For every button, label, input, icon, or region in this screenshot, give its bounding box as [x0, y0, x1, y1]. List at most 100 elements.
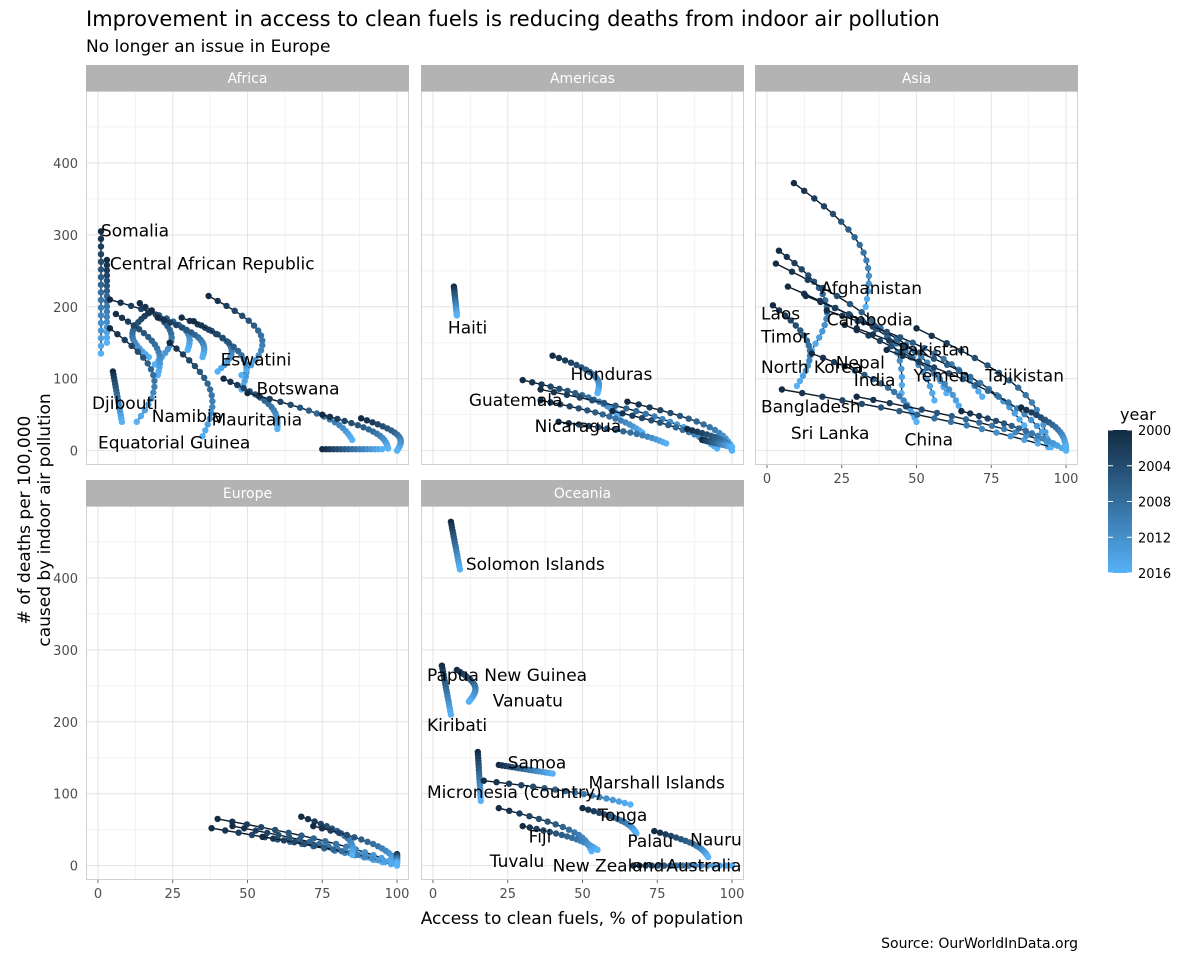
year-point — [103, 339, 111, 346]
year-point — [537, 386, 544, 393]
year-point — [851, 367, 859, 374]
y-tick-label: 100 — [53, 788, 78, 803]
year-point — [160, 316, 168, 324]
year-point — [322, 838, 329, 845]
year-point — [864, 288, 872, 295]
year-point — [103, 256, 111, 264]
facet-panels: Africa Somalia Central African Republic Esw… — [53, 65, 1078, 902]
year-point — [154, 314, 161, 321]
year-point — [575, 405, 582, 412]
year-point — [97, 273, 105, 281]
country-label: Nepal — [836, 354, 885, 374]
year-point — [258, 824, 265, 831]
year-point — [374, 421, 381, 428]
year-point — [971, 354, 978, 362]
year-point — [862, 303, 869, 310]
year-point — [929, 390, 936, 397]
year-point — [931, 397, 938, 404]
year-point — [1015, 425, 1023, 432]
year-point — [343, 831, 351, 839]
country-trajectory — [109, 368, 126, 425]
year-point — [248, 831, 256, 839]
year-point — [179, 351, 187, 358]
year-point — [995, 393, 1002, 400]
country-trajectory — [808, 350, 920, 425]
panel-border — [755, 91, 1078, 465]
country-trajectory — [166, 339, 216, 440]
year-point — [1023, 406, 1030, 414]
country-label: Haiti — [448, 318, 487, 338]
year-point — [963, 422, 970, 429]
year-point — [816, 334, 823, 341]
year-point — [270, 835, 277, 842]
country-label: Vanuatu — [493, 692, 563, 712]
year-point — [547, 383, 554, 390]
year-point — [812, 340, 819, 347]
year-point — [348, 419, 355, 427]
year-point — [206, 386, 214, 393]
year-point — [247, 362, 255, 369]
year-point — [214, 815, 221, 823]
year-point — [943, 340, 950, 347]
year-point — [145, 401, 152, 408]
year-point — [477, 797, 484, 805]
country-trajectory — [790, 179, 873, 310]
year-point — [103, 262, 111, 269]
year-point — [979, 393, 986, 400]
year-point — [575, 421, 583, 428]
year-point — [97, 319, 105, 327]
year-point — [199, 433, 206, 440]
year-point — [259, 342, 266, 349]
year-point — [775, 307, 783, 314]
year-point — [972, 381, 980, 389]
year-point — [204, 380, 211, 387]
x-tick-label: 75 — [314, 887, 331, 902]
year-point — [651, 827, 658, 835]
country-trajectory — [112, 310, 164, 379]
year-point — [819, 328, 826, 335]
year-point — [810, 278, 818, 285]
year-point — [1045, 437, 1052, 444]
year-point — [1040, 435, 1047, 442]
year-point — [823, 307, 830, 314]
year-point — [851, 234, 858, 241]
year-point — [144, 360, 151, 367]
year-point — [858, 400, 866, 408]
year-point — [891, 388, 898, 396]
country-trajectory — [555, 418, 670, 447]
year-point — [920, 368, 927, 376]
panel-border — [421, 506, 744, 880]
year-point — [918, 406, 925, 413]
year-point — [899, 352, 906, 359]
year-point — [1011, 410, 1018, 417]
year-point — [863, 257, 870, 264]
year-point — [298, 813, 305, 820]
year-point — [580, 790, 587, 798]
year-point — [304, 815, 312, 823]
year-point — [656, 419, 664, 426]
country-label: Honduras — [571, 365, 653, 385]
country-label: Marshall Islands — [588, 774, 725, 794]
year-point — [141, 407, 149, 414]
y-tick-label: 0 — [70, 860, 78, 875]
year-point — [561, 357, 569, 364]
year-point — [480, 777, 487, 784]
year-point — [778, 386, 786, 393]
year-point — [97, 228, 105, 235]
x-tick-label: 100 — [720, 887, 745, 902]
year-point — [978, 425, 986, 433]
year-point — [936, 375, 943, 382]
year-point — [1033, 411, 1040, 419]
country-trajectory — [480, 777, 634, 808]
year-point — [241, 825, 248, 832]
year-point — [199, 353, 206, 361]
country-trajectory — [537, 397, 646, 436]
year-point — [585, 422, 592, 430]
year-point — [103, 277, 111, 284]
year-point — [447, 711, 455, 718]
year-point — [208, 392, 215, 399]
year-point — [311, 842, 318, 849]
country-label: New Zealand — [553, 856, 665, 876]
year-point — [590, 808, 597, 815]
